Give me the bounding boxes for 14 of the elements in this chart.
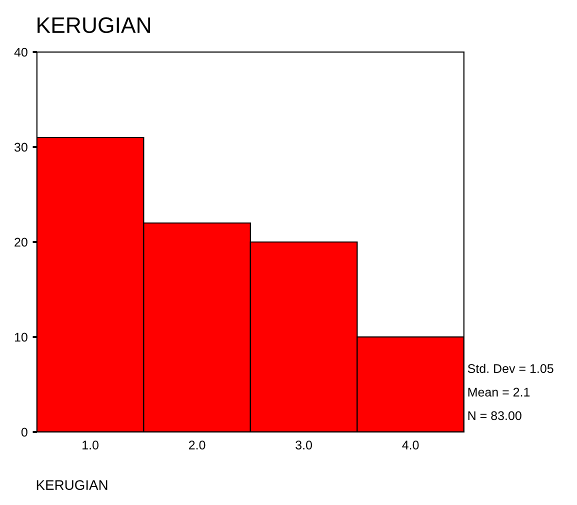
y-tick-label: 40 xyxy=(14,48,28,57)
y-tick-label: 20 xyxy=(14,238,28,247)
x-axis-title: KERUGIAN xyxy=(36,480,108,490)
x-tick-label: 1.0 xyxy=(82,440,98,450)
y-tick-label: 0 xyxy=(21,428,28,437)
text: Mean = 2.1 xyxy=(468,388,530,397)
text: N = 83.00 xyxy=(468,411,522,420)
text: Std. Dev = 1.05 xyxy=(468,364,554,374)
x-tick-label: 3.0 xyxy=(296,440,312,450)
chart-title: KERUGIAN xyxy=(38,17,150,34)
y-tick-label: 10 xyxy=(14,332,28,342)
x-tick-label: 4.0 xyxy=(402,440,419,450)
y-tick-label: 30 xyxy=(14,142,28,152)
x-tick-label: 2.0 xyxy=(188,440,206,450)
